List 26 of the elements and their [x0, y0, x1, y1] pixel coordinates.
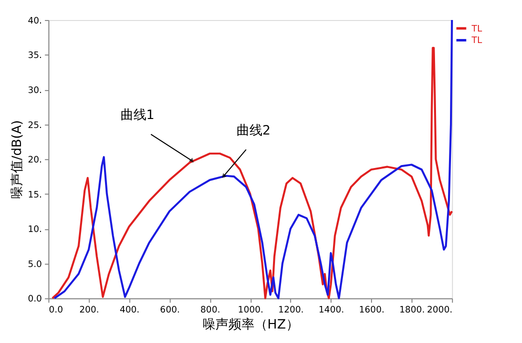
x-tick-label: 1200. — [278, 306, 304, 316]
y-tick-label: 30. — [28, 86, 42, 96]
legend-label: TL — [470, 24, 482, 34]
y-tick-label: 40. — [28, 16, 42, 26]
x-tick-label: 0.0 — [48, 306, 64, 316]
y-tick-label: 5.0 — [28, 260, 42, 270]
y-tick-label: 10. — [28, 225, 42, 236]
x-tick-label: 1000. — [238, 306, 264, 316]
x-axis-title: 噪声频率（HZ） — [202, 316, 299, 332]
x-tick-label: 1600. — [359, 306, 384, 316]
x-tick-label: 2000. — [427, 306, 452, 316]
y-tick-label: 25. — [28, 120, 42, 131]
y-tick-label: 35. — [28, 51, 42, 62]
y-axis-title: 噪声值/dB(A) — [10, 120, 25, 200]
x-tick-label: 600. — [160, 306, 180, 316]
x-tick-label: 800. — [200, 306, 220, 316]
legend-label: TL — [470, 36, 482, 46]
x-tick-label: 400. — [120, 306, 140, 316]
y-tick-label: 15. — [28, 190, 42, 200]
y-tick-label: 20. — [28, 156, 42, 166]
annotation: 曲线2 — [236, 123, 271, 138]
x-tick-label: 1800. — [399, 306, 425, 316]
x-tick-label: 200. — [79, 306, 100, 316]
y-tick-label: 0.0 — [28, 294, 42, 305]
x-tick-label: 1400. — [318, 306, 344, 316]
annotation: 曲线1 — [120, 108, 154, 124]
